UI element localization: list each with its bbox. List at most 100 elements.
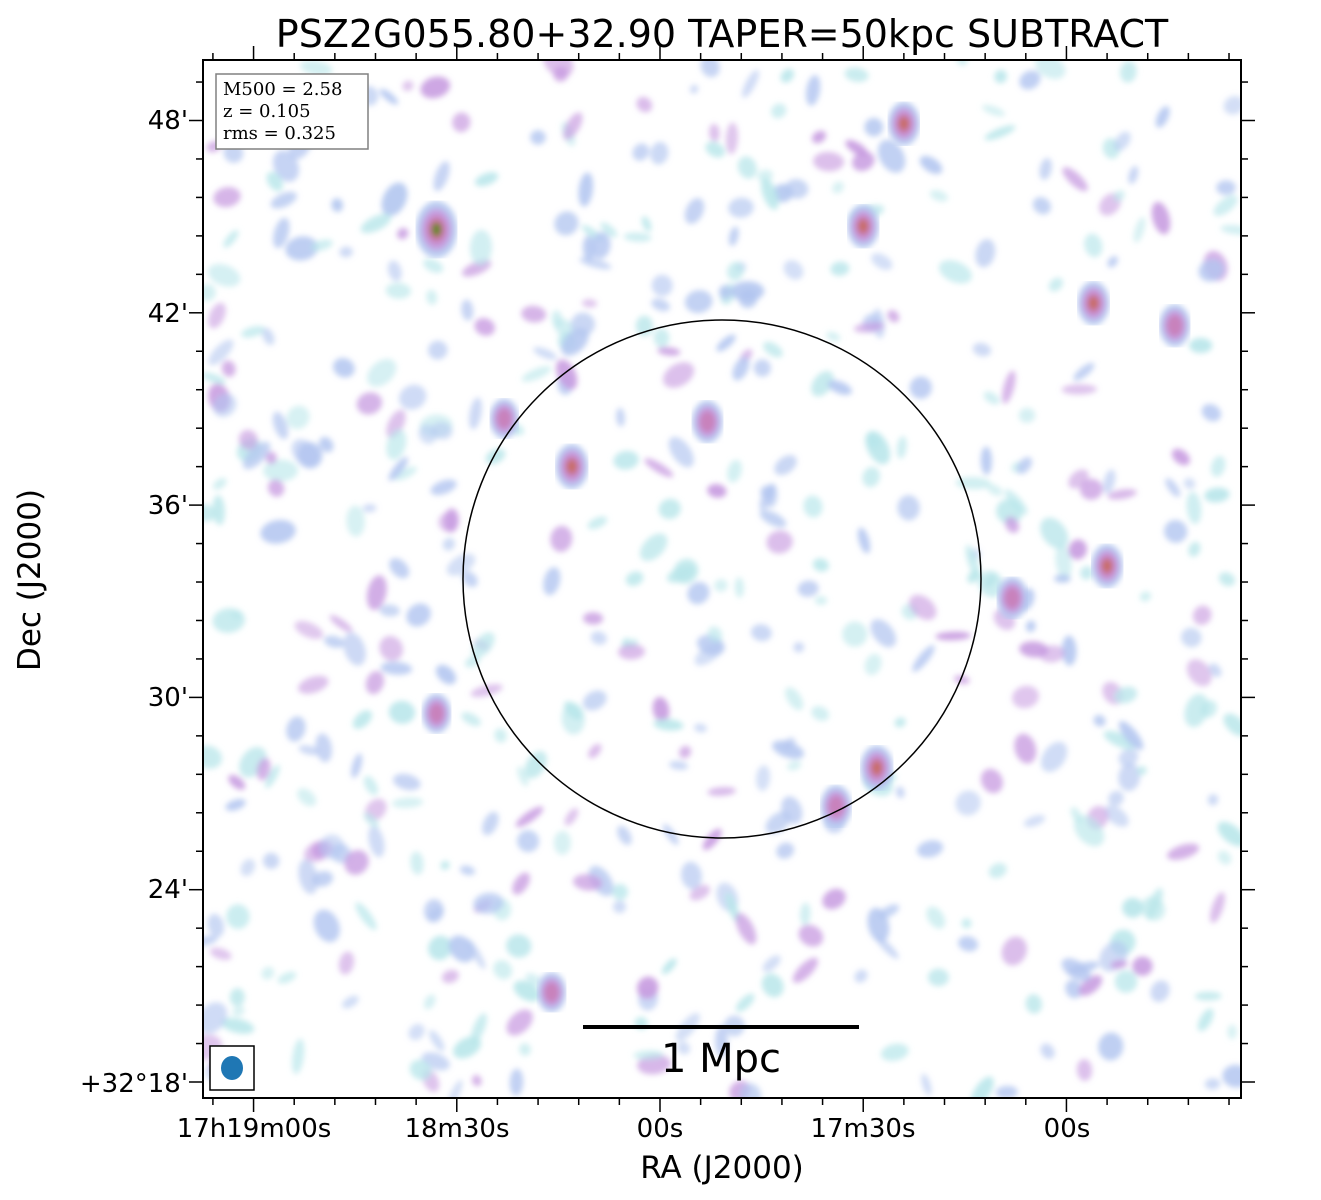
noise-blob [286, 716, 306, 742]
noise-blob [762, 955, 781, 972]
noise-blob [1150, 980, 1170, 1003]
noise-blob [209, 947, 232, 961]
noise-blob [1204, 487, 1230, 503]
noise-blob [1194, 991, 1222, 1001]
noise-blob [1155, 106, 1170, 128]
noise-blob [763, 341, 783, 358]
source-contour [1004, 587, 1020, 609]
noise-blob [397, 227, 409, 240]
noise-blob [750, 624, 772, 642]
noise-blob [780, 68, 795, 83]
noise-blob [430, 479, 457, 496]
noise-blob [543, 567, 561, 596]
noise-blob [623, 232, 652, 242]
noise-blob [1025, 994, 1043, 1014]
noise-blob [1018, 407, 1036, 423]
noise-blob [461, 712, 481, 727]
noise-blob [972, 342, 992, 357]
noise-blob [203, 504, 217, 522]
noise-blob [363, 812, 379, 828]
noise-blob [832, 181, 844, 194]
radio-source [860, 745, 894, 791]
noise-blob [213, 187, 241, 208]
noise-blob [689, 84, 699, 94]
noise-blob [739, 1083, 762, 1098]
noise-blob [363, 775, 378, 796]
noise-blob [651, 298, 670, 312]
noise-blob [381, 182, 408, 217]
noise-blob [1012, 685, 1039, 709]
noise-blob [1107, 489, 1137, 500]
noise-blob [984, 125, 1016, 141]
noise-blob [387, 260, 402, 282]
noise-blob [765, 483, 778, 508]
noise-blob [926, 906, 946, 929]
noise-blob [965, 544, 980, 578]
noise-blob [469, 397, 482, 430]
source-contour [429, 703, 444, 724]
noise-blob [867, 907, 890, 943]
noise-blob [292, 1038, 305, 1075]
chart-title: PSZ2G055.80+32.90 TAPER=50kpc SUBTRACT [276, 12, 1169, 56]
noise-blob [420, 76, 451, 99]
noise-blob [927, 968, 949, 987]
noise-blob [1055, 544, 1072, 580]
noise-blob [1039, 645, 1065, 663]
noise-blob [1207, 794, 1219, 806]
noise-blob [1035, 60, 1066, 80]
noise-blob [1118, 763, 1141, 792]
radio-source [489, 398, 519, 439]
x-tick-label: 18m30s [404, 1114, 509, 1144]
noise-blob [799, 902, 811, 926]
radio-intensity-map [203, 60, 1241, 1098]
noise-blob [912, 645, 935, 672]
noise-blob [797, 580, 819, 597]
noise-blob [402, 80, 414, 92]
noise-blob [312, 871, 334, 887]
noise-blob [469, 229, 493, 266]
noise-blob [1118, 748, 1139, 767]
noise-blob [1062, 167, 1088, 192]
y-tick-label: 36' [148, 491, 188, 521]
noise-blob [344, 849, 369, 875]
source-contour [431, 222, 442, 237]
noise-blob [366, 575, 387, 611]
noise-blob [512, 872, 530, 895]
noise-blob [399, 384, 427, 410]
noise-blob [423, 258, 444, 273]
noise-blob [1151, 201, 1171, 235]
noise-blob [1136, 766, 1147, 776]
noise-blob [651, 274, 673, 297]
noise-blob [652, 696, 670, 723]
noise-blob [1189, 337, 1213, 354]
noise-blob [669, 760, 689, 770]
noise-blob [735, 912, 757, 945]
noise-blob [212, 495, 225, 526]
noise-blob [1122, 897, 1144, 918]
x-tick-label: 17h19m00s [177, 1114, 332, 1144]
noise-blob [793, 642, 805, 653]
noise-blob [388, 457, 408, 481]
noise-blob [1165, 478, 1181, 498]
noise-blob [657, 347, 681, 356]
noise-blob [636, 96, 653, 113]
x-axis-label: RA (J2000) [640, 1150, 804, 1186]
radio-source [1091, 543, 1124, 589]
noise-blob [1188, 541, 1201, 557]
noise-blob [473, 892, 504, 914]
noise-blob [467, 939, 486, 970]
noise-blob [1133, 217, 1146, 243]
source-contour [1088, 296, 1099, 311]
noise-blob [1186, 491, 1202, 525]
y-tick-label: 42' [148, 299, 188, 329]
noise-blob [1114, 686, 1138, 704]
noise-blob [864, 653, 882, 676]
noise-blob [521, 305, 547, 323]
plot-frame [202, 59, 1242, 1099]
noise-blob [1118, 721, 1144, 750]
noise-blob [582, 690, 607, 711]
noise-blob [707, 787, 736, 796]
noise-blob [310, 239, 333, 251]
noise-blob [553, 66, 569, 82]
noise-blob [428, 340, 448, 360]
